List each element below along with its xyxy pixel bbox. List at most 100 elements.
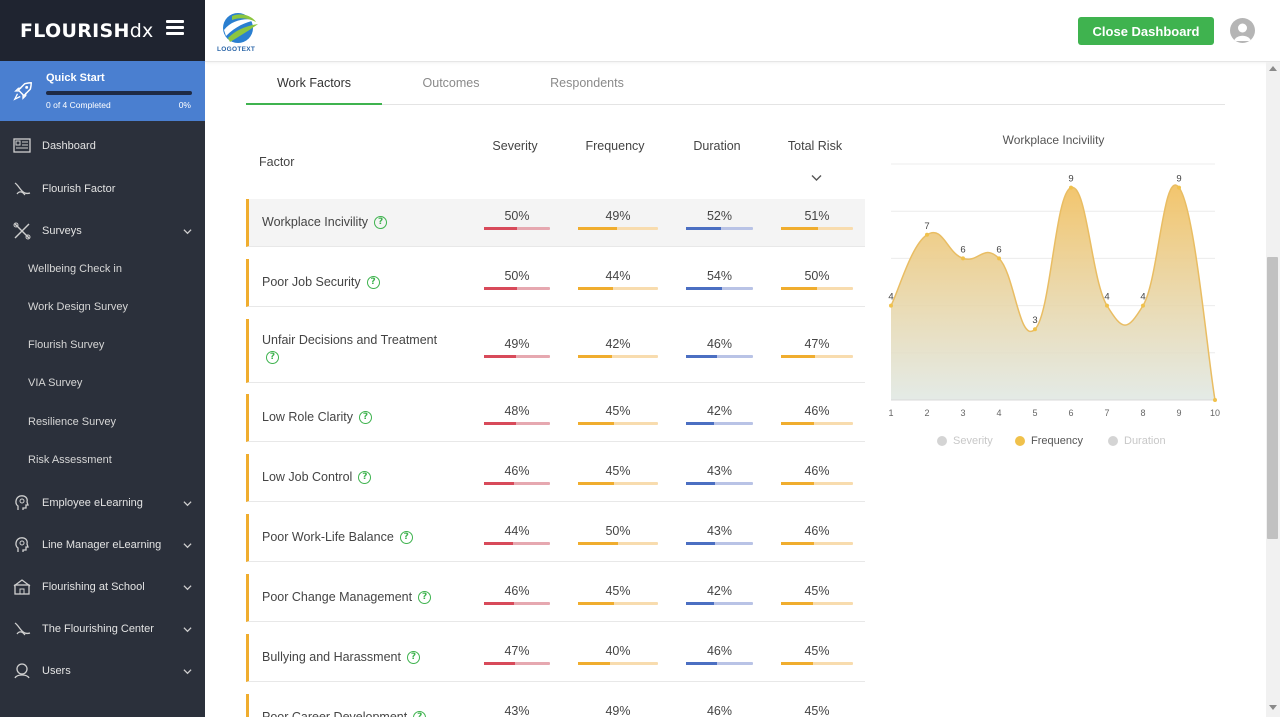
data-point[interactable] <box>925 232 929 237</box>
sidebar-item-line-manager-elearning[interactable]: Line Manager eLearning <box>0 526 205 564</box>
sidebar-item-users[interactable]: Users <box>0 652 205 690</box>
x-tick-label: 5 <box>1032 408 1037 418</box>
help-icon[interactable]: ? <box>374 216 388 230</box>
help-icon[interactable]: ? <box>418 591 432 605</box>
table-row[interactable]: Low Role Clarity? 48% 45% 42% 46% <box>246 394 865 442</box>
sidebar-item-flourishing-school[interactable]: Flourishing at School <box>0 568 205 606</box>
total-bar-fill <box>781 422 815 425</box>
legend-item-severity[interactable]: Severity <box>937 435 993 447</box>
help-icon[interactable]: ? <box>413 711 427 717</box>
data-point[interactable] <box>1177 185 1181 190</box>
menu-toggle-icon[interactable] <box>166 20 184 35</box>
data-point[interactable] <box>1141 303 1145 308</box>
severity-bar <box>484 355 550 358</box>
quick-start-panel[interactable]: Quick Start 0 of 4 Completed 0% <box>0 61 205 121</box>
sidebar-item-label: Surveys <box>42 225 82 237</box>
table-row[interactable]: Poor Job Security? 50% 44% 54% 50% <box>246 259 865 307</box>
sidebar-subitem-flourish-survey[interactable]: Flourish Survey <box>28 339 105 351</box>
table-row[interactable]: Unfair Decisions and Treatment? 49% 42% 46%… <box>246 319 865 383</box>
severity-bar <box>484 662 550 665</box>
sidebar-item-flourish-factor[interactable]: Flourish Factor <box>0 170 205 208</box>
frequency-percent: 49% <box>605 704 631 717</box>
sidebar-subitem-risk-assessment[interactable]: Risk Assessment <box>28 454 112 466</box>
avatar[interactable] <box>1230 18 1255 43</box>
table-row[interactable]: Poor Change Management? 46% 45% 42% 45% <box>246 574 865 622</box>
sort-chevron-down-icon[interactable] <box>811 174 822 182</box>
sidebar-item-surveys[interactable]: Surveys <box>0 212 205 250</box>
severity-bar-fill <box>484 602 515 605</box>
users-icon <box>14 663 30 679</box>
area-chart: 4 1 7 2 6 3 6 4 3 5 9 6 4 7 4 8 9 9 10 <box>888 163 1220 418</box>
column-header-duration[interactable]: Duration <box>693 139 741 153</box>
company-logo[interactable] <box>218 8 264 54</box>
close-dashboard-button[interactable]: Close Dashboard <box>1078 17 1214 45</box>
data-point[interactable] <box>997 256 1001 261</box>
data-point[interactable] <box>889 303 893 308</box>
help-icon[interactable]: ? <box>266 351 279 364</box>
frequency-bar <box>578 355 658 358</box>
data-point[interactable] <box>1069 185 1073 190</box>
legend-dot <box>1015 436 1025 446</box>
column-header-severity[interactable]: Severity <box>492 139 538 153</box>
help-icon[interactable]: ? <box>358 471 372 485</box>
help-icon[interactable]: ? <box>359 411 373 425</box>
help-icon[interactable]: ? <box>366 276 380 290</box>
legend-item-duration[interactable]: Duration <box>1108 435 1166 447</box>
table-row[interactable]: Low Job Control? 46% 45% 43% 46% <box>246 454 865 502</box>
quick-start-percent: 0% <box>178 100 191 110</box>
column-header-frequency[interactable]: Frequency <box>585 139 645 153</box>
severity-bar <box>484 542 550 545</box>
sidebar-subitem-work-design[interactable]: Work Design Survey <box>28 301 129 313</box>
sidebar-subitem-resilience[interactable]: Resilience Survey <box>28 416 117 428</box>
frequency-bar <box>578 287 658 290</box>
sidebar-item-dashboard[interactable]: Dashboard <box>0 127 205 165</box>
tab-work-factors[interactable]: Work Factors <box>246 62 382 105</box>
severity-percent: 48% <box>504 404 530 418</box>
data-label: 4 <box>1140 292 1145 303</box>
severity-cell: 50% <box>484 209 550 230</box>
column-header-total-risk[interactable]: Total Risk <box>787 139 843 153</box>
x-tick-label: 9 <box>1176 408 1181 418</box>
data-label: 4 <box>1104 292 1109 303</box>
data-label: 9 <box>1176 174 1181 185</box>
help-icon[interactable]: ? <box>406 651 420 665</box>
sidebar-subitem-wellbeing[interactable]: Wellbeing Check in <box>28 263 122 275</box>
x-tick-label: 2 <box>924 408 929 418</box>
severity-cell: 46% <box>484 464 550 485</box>
data-point[interactable] <box>1033 327 1037 332</box>
brand-logo[interactable]: FLOURISHdx <box>20 19 154 42</box>
quick-start-progress-bar <box>46 91 192 95</box>
data-point[interactable] <box>961 256 965 261</box>
severity-bar-fill <box>484 422 516 425</box>
duration-percent: 46% <box>706 704 733 717</box>
tab-outcomes[interactable]: Outcomes <box>422 76 480 90</box>
tab-bar: Work Factors Outcomes Respondents <box>246 62 1225 105</box>
legend-item-frequency[interactable]: Frequency <box>1015 435 1083 447</box>
severity-cell: 49% <box>484 337 550 358</box>
frequency-bar-fill <box>578 355 612 358</box>
sidebar-item-employee-elearning[interactable]: Employee eLearning <box>0 484 205 522</box>
table-row[interactable]: Workplace Incivility? 50% 49% 52% 51% <box>246 199 865 247</box>
table-row[interactable]: Poor Career Development? 43% 49% 46% 45% <box>246 694 865 717</box>
table-row[interactable]: Poor Work-Life Balance? 44% 50% 43% 46% <box>246 514 865 562</box>
sidebar: FLOURISHdx Quick Start 0 of 4 Completed … <box>0 0 205 717</box>
data-point[interactable] <box>1213 398 1217 402</box>
sidebar-subitem-via-survey[interactable]: VIA Survey <box>28 377 83 389</box>
data-label: 7 <box>924 221 929 232</box>
frequency-cell: 44% <box>578 269 658 290</box>
school-icon <box>13 579 31 595</box>
duration-cell: 42% <box>686 404 753 425</box>
tab-respondents[interactable]: Respondents <box>550 76 624 90</box>
scroll-up-arrow-icon[interactable] <box>1269 66 1277 71</box>
table-row[interactable]: Bullying and Harassment? 47% 40% 46% 45% <box>246 634 865 682</box>
brand-header: FLOURISHdx <box>0 0 205 61</box>
scroll-down-arrow-icon[interactable] <box>1269 705 1277 710</box>
help-icon[interactable]: ? <box>399 531 413 545</box>
severity-bar <box>484 227 550 230</box>
total-percent: 46% <box>804 524 830 538</box>
scrollbar-thumb[interactable] <box>1267 257 1278 539</box>
total-bar <box>781 602 853 605</box>
data-point[interactable] <box>1105 303 1109 308</box>
duration-bar <box>686 287 753 290</box>
sidebar-item-flourishing-center[interactable]: The Flourishing Center <box>0 610 205 648</box>
